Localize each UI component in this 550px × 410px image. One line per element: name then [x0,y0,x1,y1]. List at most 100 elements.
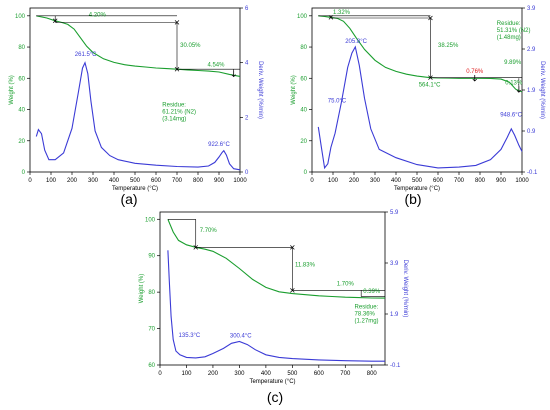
panel-c-label: (c) [267,389,283,405]
panel-a-y-left-tick-label: 100 [15,14,26,20]
panel-b-y-left-tick-label: 40 [300,108,307,114]
panel-c-peak-2-label: 300.4°C [230,334,252,340]
panel-c-x-tick-label: 500 [287,371,298,377]
panel-b-x-tick-label: 100 [328,178,339,184]
panel-a-x-tick-label: 800 [193,178,204,184]
panel-b-deriv-line [317,45,523,170]
panel-c-x-tick-label: 800 [367,371,378,377]
panel-a-chart: 0 100 200 300 400 500 600 700 800 900 100002040608… [9,6,263,192]
panel-c-plot-frame [159,211,386,366]
panel-b-step-1-label: 1.32% [333,10,351,16]
panel-a-y-left-tick-label: 20 [18,139,25,145]
panel-b-chart: 0 100 200 300 400 500 600 700 800 900 1000 0 20 40 60 8… [291,6,545,192]
panel-b-y-right-tick-label: 2.9 [527,47,536,53]
panel-b-step-2-label: 38.25% [438,43,459,49]
panel-a-y-right-tick-label: 2 [245,115,249,121]
panel-c-x-tick-label: 700 [340,371,351,377]
panel-c-step-marker [193,245,198,250]
panel-a-x-tick-label: 500 [130,178,141,184]
panel-a-y-right-tick-label: 4 [245,61,249,67]
panel-b-residue-label: (1.48mg) [497,35,521,41]
panel-c-deriv-line [167,250,385,362]
panel-a-weight-line [36,15,241,77]
panel-b-x-tick-label: 300 [370,178,381,184]
panel-c-x-tick-label: 0 [158,371,162,377]
panel-b-label: (b) [404,191,421,207]
panel-b-step-3-label: 0.76% [466,69,484,75]
panel-a-deriv-line [35,61,241,171]
panel-a-x-tick-label: 1000 [233,178,247,184]
panel-b-x-tick-label: 400 [391,178,402,184]
panel-a-y-right-axis-label: Deriv. Weight (%/min) [257,61,263,119]
panel-b-y-left-tick-label: 100 [297,14,308,20]
panel-a-x-tick-label: 600 [151,178,162,184]
panel-a-y-left-tick-label: 40 [18,108,25,114]
panel-a-label: (a) [120,191,137,207]
panel-c-x-tick-label: 200 [208,371,219,377]
panel-a-step-1-label: 4.20% [89,13,107,19]
panel-b-residue-label: 51.31% (N2) [497,28,531,34]
panel-a-x-tick-label: 900 [214,178,225,184]
panel-a-x-tick-label: 300 [88,178,99,184]
panel-c-y-right-tick-label: 3.9 [390,261,399,267]
panel-a-residue-label: 61.21% (N2) [162,109,196,115]
panel-c-y-left-tick-label: 90 [148,254,155,260]
panel-c-x-tick-label: 600 [314,371,325,377]
panel-c-residue-label: 78.36% [355,312,376,318]
panel-b-residue-label: Residue: [497,21,521,27]
panel-c-step-3-label: 1.70% [337,282,355,288]
panel-a-residue-label: Residue: [162,102,186,108]
panel-a-step-3-label: 4.54% [207,63,225,69]
panel-c-y-left-axis-label: Weight (%) [139,274,145,304]
panel-c-residue-label: Residue: [355,305,379,311]
panel-b-step-marker [328,15,334,20]
panel-c-step-marker [290,245,295,250]
panel-c-residue-label: (1.27mg) [355,319,379,325]
panel-b-y-left-tick-label: 80 [300,45,307,51]
panel-c-y-left-tick-label: 70 [148,327,155,333]
panel-c-y-right-tick-label: 5.9 [390,210,399,216]
panel-c-x-axis-label: Temperature (°C) [249,379,295,385]
panel-a-y-right-tick-label: 0 [245,170,249,176]
panel-a-step-marker [174,20,180,25]
panel-c-x-tick-label: 100 [181,371,192,377]
panel-b-x-tick-label: 0 [310,178,314,184]
panel-b-peak-0-label: 75.0°C [328,98,347,104]
panel-b-step-5-label: 0.13% [505,81,523,87]
panel-a-x-tick-label: 100 [46,178,57,184]
panel-b-step-marker [428,15,433,21]
panel-a-x-tick-label: 0 [28,178,32,184]
panel-b-y-left-axis-label: Weight (%) [291,75,297,105]
panel-b-step-4-label: 9.89% [504,60,522,66]
panel-b-x-tick-label: 900 [496,178,507,184]
panel-a-step-marker [52,18,58,24]
panel-b-y-left-tick-label: 60 [300,76,307,82]
panel-a-x-tick-label: 200 [67,178,78,184]
panel-a-y-right-tick-label: 6 [245,6,249,12]
panel-c-y-right-tick-label: 1.9 [390,312,399,318]
panel-b-x-axis-label: Temperature (°C) [394,186,440,192]
panel-b-step-marker [472,74,477,82]
panel-b-y-left-tick-label: 0 [304,170,308,176]
panel-b-x-tick-label: 500 [412,178,423,184]
panel-b-step-marker [516,86,522,93]
panel-a-y-left-tick-label: 80 [18,45,25,51]
panel-c-y-right-tick-label: -0.1 [390,363,401,369]
panel-a-y-left-axis-label: Weight (%) [9,75,15,105]
panel-a-x-tick-label: 400 [109,178,120,184]
panel-c-y-left-tick-label: 60 [148,363,155,369]
panel-a-x-axis-label: Temperature (°C) [112,186,158,192]
panel-c-chart: 0 100 200 300 400 500 600 700 800 60 70 80 90 100 -0.1… [139,210,408,385]
panel-b-x-tick-label: 700 [454,178,465,184]
panel-b-y-right-tick-label: 3.9 [527,6,536,12]
panel-c-x-tick-label: 300 [234,371,245,377]
panel-b-x-tick-label: 600 [433,178,444,184]
panel-c-y-left-tick-label: 100 [145,217,156,223]
panel-b-x-tick-label: 200 [349,178,360,184]
panel-b-point-564-label: 564.1°C [419,83,441,89]
panel-b-y-right-tick-label: -0.1 [527,170,538,176]
panel-c-weight-line [167,219,386,299]
panel-b-y-right-tick-label: 0.9 [527,129,536,135]
panel-a-step-marker [231,70,236,78]
